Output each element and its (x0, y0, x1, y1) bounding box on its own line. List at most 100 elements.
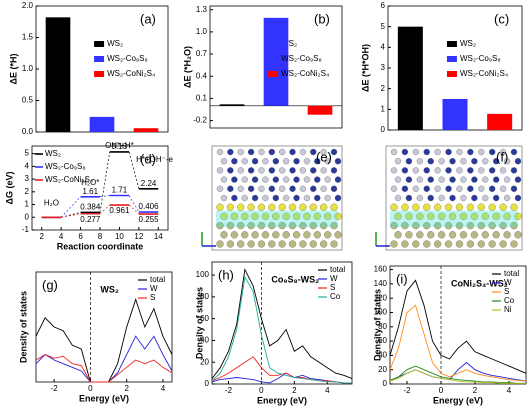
atom (456, 167, 463, 174)
value-label: 2.24 (141, 179, 157, 188)
atom (268, 148, 275, 156)
atom (310, 185, 317, 192)
atom (390, 240, 398, 248)
legend-label: W (504, 278, 512, 287)
atom (489, 167, 496, 174)
atom (299, 167, 307, 174)
atom (241, 176, 248, 183)
value-label: 1.71 (112, 186, 128, 195)
atom (241, 158, 248, 165)
y-tick-label: 5 (25, 149, 30, 158)
atom (394, 158, 402, 165)
panel-title: WS₂ (100, 284, 119, 294)
atom (272, 158, 279, 165)
x-tick-label: 2 (473, 386, 478, 395)
atom (313, 231, 321, 239)
atom (282, 212, 290, 221)
atom (279, 148, 286, 156)
x-tick-label: 10 (115, 232, 124, 241)
y-tick-label: 0.0 (22, 127, 34, 136)
atom (510, 221, 518, 230)
atom (334, 231, 342, 239)
x-tick-label: 12 (134, 232, 143, 241)
atom (471, 194, 478, 202)
legend-label: WS₂-CoNi₂S₄ (45, 175, 93, 184)
atom (299, 203, 307, 211)
y-tick-label: 0.1 (196, 94, 208, 103)
panel-label: (e) (316, 149, 332, 164)
atom (492, 212, 500, 221)
atom (303, 231, 311, 239)
legend-swatch (446, 41, 457, 47)
x-tick-label: 0 (259, 386, 264, 395)
atom (278, 221, 286, 230)
atom (394, 194, 402, 202)
atom (455, 240, 464, 248)
atom (478, 167, 485, 174)
atom (237, 185, 244, 192)
legend-label: WS₂ (281, 39, 297, 48)
atom (268, 203, 276, 211)
atom (279, 167, 286, 174)
atom (330, 148, 338, 156)
y-tick-label: 100 (374, 308, 388, 317)
panel-label: (i) (396, 271, 408, 286)
y-tick-label: 160 (374, 265, 388, 274)
atom (241, 194, 248, 202)
atom (482, 158, 489, 165)
x-axis-label: Energy (eV) (257, 395, 307, 405)
atom (237, 240, 245, 248)
atom (499, 203, 507, 211)
atom (456, 185, 463, 192)
dos-curve (389, 304, 527, 382)
atom (401, 203, 409, 211)
atom (390, 185, 398, 192)
atom (258, 185, 265, 192)
atom (323, 231, 332, 239)
atom (289, 185, 296, 192)
atom (427, 176, 434, 183)
legend-label: S (504, 287, 509, 296)
legend-swatch (94, 71, 105, 77)
dos-curve (211, 275, 352, 384)
atom (320, 148, 327, 156)
y-tick-label: 4 (381, 42, 386, 51)
value-label: 0.384 (80, 202, 101, 211)
atom (310, 148, 317, 156)
panel-title: CoNi₂S₄-WS₂ (451, 278, 508, 288)
atom (272, 212, 280, 221)
atom (268, 185, 275, 192)
plot-frame (211, 261, 353, 385)
atom (262, 158, 269, 165)
atom (288, 221, 297, 230)
atom (455, 221, 464, 230)
atom (278, 203, 286, 211)
atom (405, 176, 413, 183)
stage-label: OH*+H* (105, 141, 134, 150)
atom (216, 148, 224, 156)
atom (412, 167, 419, 174)
atom (466, 203, 475, 211)
y-tick-label: 100 (196, 270, 210, 279)
atom (477, 240, 485, 248)
atom (314, 176, 321, 183)
legend-label: W (150, 284, 158, 293)
atom (478, 185, 485, 192)
legend-label: WS₂-CoNi₂S₄ (460, 69, 508, 78)
atom (299, 221, 307, 230)
y-tick-label: 60 (378, 336, 387, 345)
atom (288, 203, 297, 211)
y-tick-label: 80 (200, 292, 209, 301)
bar (487, 113, 513, 130)
panel-label: (c) (494, 11, 509, 26)
legend-label: WS₂-Co₉S₈ (281, 54, 322, 63)
atom (412, 148, 419, 156)
y-tick-label: 1.0 (22, 64, 34, 73)
value-label: 0.406 (139, 202, 160, 211)
y-tick-label: 3 (25, 174, 30, 183)
atom (434, 185, 441, 192)
y-tick-label: 140 (374, 279, 388, 288)
atom (268, 221, 276, 230)
atom (437, 231, 446, 239)
atom (510, 185, 518, 192)
